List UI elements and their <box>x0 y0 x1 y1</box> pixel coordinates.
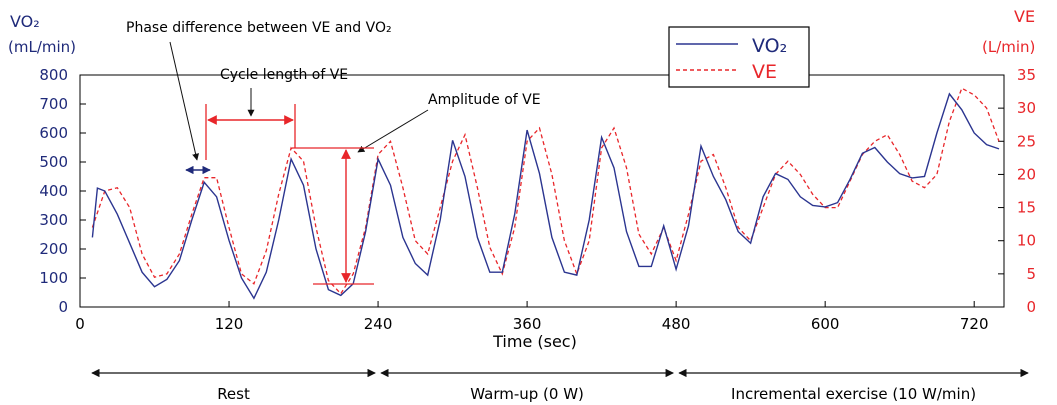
left-axis-ticks: 0 100 200 300 400 500 600 700 800 <box>39 66 86 316</box>
x-tick-label: 480 <box>662 315 691 333</box>
left-tick-label: 200 <box>39 240 68 258</box>
series-vo2-line <box>91 92 1000 300</box>
annotation-phase-difference-text: Phase difference between VE and VO₂ <box>126 20 392 36</box>
right-axis-ticks: 0 5 10 15 20 25 30 35 <box>998 66 1036 316</box>
phase-bands: Rest Warm-up (0 W) Incremental exercise (1… <box>91 368 1029 403</box>
legend-box <box>668 26 810 88</box>
right-axis-label-line2: (L/min) <box>982 38 1035 56</box>
right-tick-label: 20 <box>1017 165 1036 183</box>
x-tick-label: 240 <box>364 315 393 333</box>
annotation-amplitude-text: Amplitude of VE <box>428 92 541 108</box>
x-tick-label: 720 <box>960 315 989 333</box>
annotation-amplitude-pointer <box>357 109 429 153</box>
left-tick-label: 800 <box>39 66 68 84</box>
x-axis-label: Time (sec) <box>492 332 577 351</box>
legend-label-vo2: VO₂ <box>752 35 787 57</box>
x-tick-label: 600 <box>811 315 840 333</box>
x-axis-ticks: 0 120 240 360 480 600 720 <box>75 301 989 333</box>
left-axis-label-line1: VO₂ <box>10 12 40 31</box>
x-tick-label: 360 <box>513 315 542 333</box>
annotation-phase-difference: Phase difference between VE and VO₂ <box>126 20 392 175</box>
left-axis-label-line2: (mL/min) <box>8 38 76 56</box>
left-tick-label: 400 <box>39 182 68 200</box>
phase-label: Rest <box>217 385 250 403</box>
right-tick-label: 5 <box>1026 265 1036 283</box>
right-tick-label: 25 <box>1017 132 1036 150</box>
legend-label-ve: VE <box>752 61 777 83</box>
x-tick-label: 0 <box>75 315 85 333</box>
annotation-amplitude: Amplitude of VE <box>292 92 541 285</box>
left-tick-label: 600 <box>39 124 68 142</box>
phase-label: Warm-up (0 W) <box>470 385 584 403</box>
left-tick-label: 100 <box>39 269 68 287</box>
right-axis-label-line1: VE <box>1014 7 1035 26</box>
annotation-phase-difference-arrow <box>169 41 200 161</box>
right-tick-label: 35 <box>1017 66 1036 84</box>
phase-label: Incremental exercise (10 W/min) <box>731 385 976 403</box>
left-tick-label: 700 <box>39 95 68 113</box>
left-tick-label: 500 <box>39 153 68 171</box>
right-tick-label: 15 <box>1017 199 1036 217</box>
left-tick-label: 300 <box>39 211 68 229</box>
annotation-cycle-length: Cycle length of VE <box>205 67 348 160</box>
series-ve-line <box>91 87 1000 295</box>
annotation-cycle-length-text: Cycle length of VE <box>220 67 348 83</box>
legend: VO₂ VE <box>668 26 810 88</box>
right-tick-label: 30 <box>1017 99 1036 117</box>
x-tick-label: 120 <box>215 315 244 333</box>
plot-frame <box>79 74 1005 308</box>
right-tick-label: 10 <box>1017 232 1036 250</box>
right-tick-label: 0 <box>1026 298 1036 316</box>
left-tick-label: 0 <box>58 298 68 316</box>
